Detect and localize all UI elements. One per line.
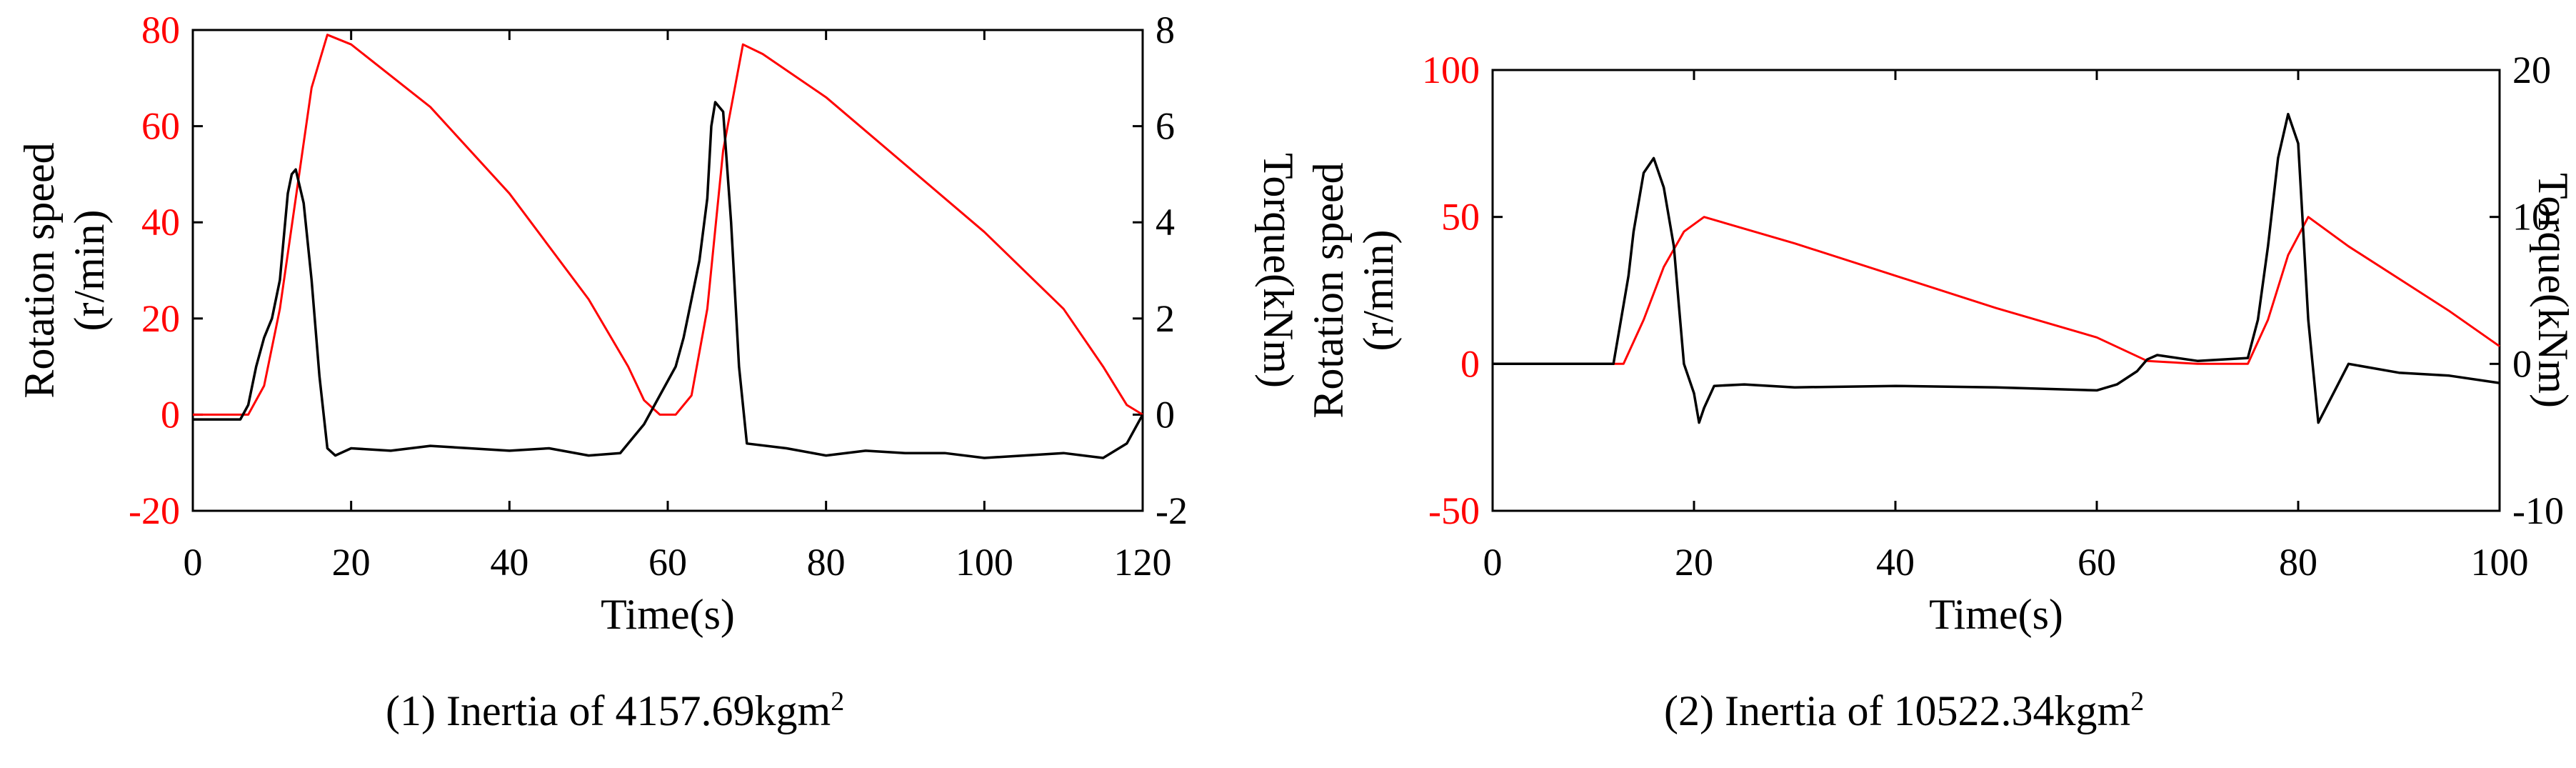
caption-1-text: (1) Inertia of 4157.69kgm — [386, 687, 831, 734]
torque-line — [193, 101, 1144, 459]
y-left-tick-label: 80 — [141, 9, 180, 51]
rotation-speed-line — [193, 34, 1143, 416]
x-tick-label: 40 — [1876, 541, 1915, 584]
plot-frame — [191, 29, 1144, 512]
x-tick-label: 40 — [490, 541, 528, 584]
y-right-tick-label: -2 — [1156, 489, 1188, 532]
y-right-tick-label: 20 — [2512, 49, 2551, 91]
y-left-tick-label: -50 — [1428, 489, 1480, 532]
x-tick-label: 100 — [2471, 541, 2529, 584]
x-tick-label: 0 — [184, 541, 203, 584]
y-left-axis-label: (r/min) — [1355, 230, 1402, 351]
x-tick-label: 80 — [807, 541, 846, 584]
chart-1: 0 20 40 60 80 100 120-20020406080-202468Time(s… — [16, 9, 1302, 638]
y-right-tick-label: 0 — [1156, 393, 1175, 436]
x-tick-label: 60 — [2078, 541, 2116, 584]
caption-1: (1) Inertia of 4157.69kgm2 — [386, 686, 844, 736]
y-right-axis-label: Torque(kNm) — [1255, 153, 1302, 388]
x-tick-label: 80 — [2279, 541, 2317, 584]
y-right-tick-label: -10 — [2512, 489, 2564, 532]
y-left-tick-label: 100 — [1422, 49, 1480, 91]
x-tick-label: 20 — [332, 541, 371, 584]
y-right-axis-label: Torque(kNm) — [2530, 173, 2576, 408]
x-axis-label: Time(s) — [1929, 591, 2063, 638]
x-tick-label: 100 — [956, 541, 1013, 584]
y-left-axis-label: (r/min) — [66, 210, 113, 331]
rotation-speed-line — [1493, 216, 2500, 365]
y-left-tick-label: 60 — [141, 105, 180, 148]
caption-2-text: (2) Inertia of 10522.34kgm — [1664, 687, 2131, 734]
y-left-tick-label: 0 — [161, 393, 180, 436]
y-left-tick-label: 0 — [1460, 342, 1480, 385]
y-right-tick-label: 0 — [2512, 342, 2532, 385]
caption-2-superscript: 2 — [2130, 687, 2145, 717]
plot-frame — [1491, 69, 2501, 512]
chart-2: 0 20 40 60 80 100-50050100-1001020Time(s)Rota… — [1305, 49, 2576, 638]
y-left-tick-label: 40 — [141, 201, 180, 244]
caption-2: (2) Inertia of 10522.34kgm2 — [1664, 686, 2144, 736]
x-axis-label: Time(s) — [601, 591, 735, 638]
y-left-tick-label: -20 — [129, 489, 180, 532]
y-left-axis-label: Rotation speed — [16, 142, 63, 398]
y-left-axis-label: Rotation speed — [1305, 162, 1352, 418]
y-left-tick-label: 50 — [1441, 196, 1480, 239]
y-right-tick-label: 2 — [1156, 297, 1175, 340]
torque-line — [1493, 112, 2500, 424]
y-right-tick-label: 8 — [1156, 9, 1175, 51]
y-right-tick-label: 6 — [1156, 105, 1175, 148]
caption-1-superscript: 2 — [831, 687, 845, 717]
x-tick-label: 20 — [1675, 541, 1713, 584]
y-right-tick-label: 4 — [1156, 201, 1175, 244]
x-tick-label: 60 — [648, 541, 687, 584]
x-tick-label: 0 — [1483, 541, 1503, 584]
y-right-tick-label: 10 — [2512, 196, 2551, 239]
x-tick-label: 120 — [1114, 541, 1172, 584]
y-left-tick-label: 20 — [141, 297, 180, 340]
